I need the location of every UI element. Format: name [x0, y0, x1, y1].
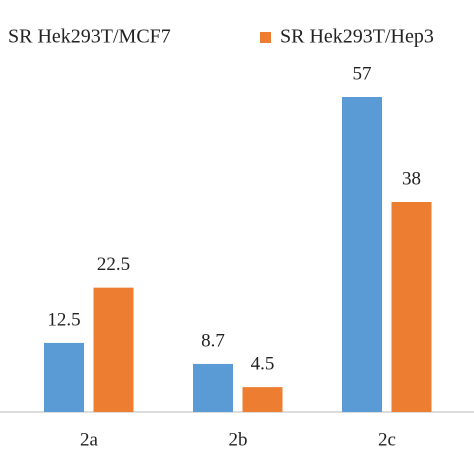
data-label: 38	[402, 168, 421, 189]
x-tick-label: 2b	[229, 429, 248, 450]
bar	[44, 342, 84, 412]
legend-marker	[260, 32, 271, 43]
x-tick-label: 2a	[80, 429, 99, 450]
data-label: 12.5	[47, 309, 80, 330]
bar	[242, 387, 283, 412]
data-label: 22.5	[97, 254, 130, 275]
bar	[93, 287, 134, 412]
bar	[391, 202, 432, 412]
bar	[342, 97, 382, 412]
data-label: 8.7	[201, 330, 225, 351]
bar	[193, 363, 233, 412]
x-tick-label: 2c	[378, 429, 396, 450]
legend-label: SR Hek293T/Hep3	[280, 26, 434, 48]
data-label: 4.5	[251, 353, 275, 374]
legend-label: SR Hek293T/MCF7	[8, 26, 171, 48]
data-label: 57	[353, 63, 372, 84]
